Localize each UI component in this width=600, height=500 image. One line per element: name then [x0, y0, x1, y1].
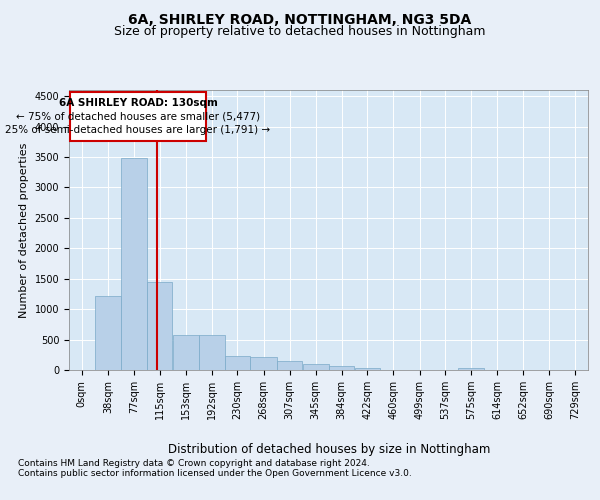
Text: 25% of semi-detached houses are larger (1,791) →: 25% of semi-detached houses are larger (…: [5, 126, 271, 136]
Bar: [355, 368, 380, 370]
Bar: [225, 356, 250, 370]
Bar: [147, 282, 172, 370]
FancyBboxPatch shape: [70, 92, 206, 141]
Text: Distribution of detached houses by size in Nottingham: Distribution of detached houses by size …: [167, 442, 490, 456]
Text: Size of property relative to detached houses in Nottingham: Size of property relative to detached ho…: [114, 25, 486, 38]
Bar: [302, 364, 329, 370]
Bar: [458, 368, 484, 370]
Text: 6A SHIRLEY ROAD: 130sqm: 6A SHIRLEY ROAD: 130sqm: [59, 98, 217, 108]
Text: ← 75% of detached houses are smaller (5,477): ← 75% of detached houses are smaller (5,…: [16, 112, 260, 122]
Bar: [121, 158, 146, 370]
Bar: [173, 334, 199, 370]
Bar: [250, 356, 277, 370]
Bar: [277, 360, 302, 370]
Text: Contains public sector information licensed under the Open Government Licence v3: Contains public sector information licen…: [18, 468, 412, 477]
Bar: [199, 334, 224, 370]
Text: Contains HM Land Registry data © Crown copyright and database right 2024.: Contains HM Land Registry data © Crown c…: [18, 458, 370, 468]
Y-axis label: Number of detached properties: Number of detached properties: [19, 142, 29, 318]
Bar: [329, 366, 355, 370]
Bar: [95, 296, 121, 370]
Text: 6A, SHIRLEY ROAD, NOTTINGHAM, NG3 5DA: 6A, SHIRLEY ROAD, NOTTINGHAM, NG3 5DA: [128, 12, 472, 26]
